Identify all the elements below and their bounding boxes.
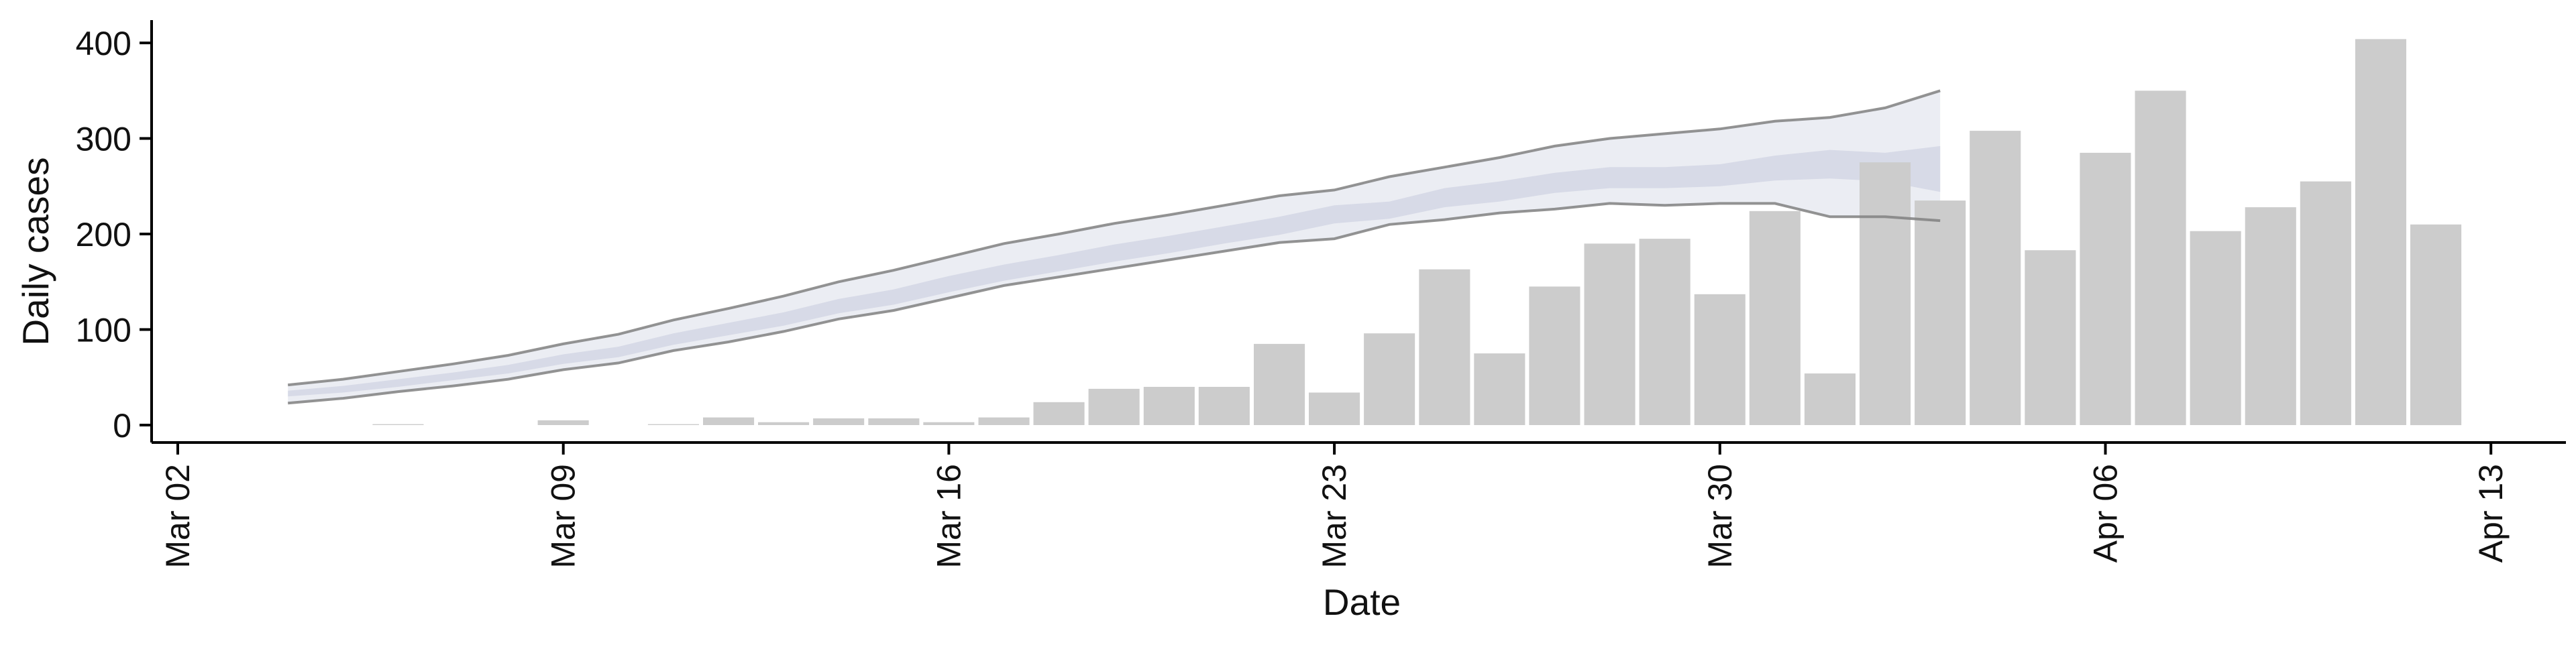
bar xyxy=(1915,200,1966,425)
bar xyxy=(1143,387,1195,425)
bar xyxy=(1804,373,1856,425)
bar xyxy=(703,417,755,425)
bar xyxy=(1970,131,2021,425)
x-tick-label: Apr 13 xyxy=(2472,464,2510,563)
bar xyxy=(1254,343,1305,425)
bar xyxy=(2135,91,2186,426)
x-axis-label: Date xyxy=(1323,581,1401,623)
x-tick-label: Apr 06 xyxy=(2087,464,2125,563)
bar xyxy=(647,424,699,425)
y-tick-label: 100 xyxy=(76,312,131,349)
bar xyxy=(1364,333,1415,425)
axes-layer xyxy=(150,20,2566,444)
y-tick-label: 200 xyxy=(76,216,131,253)
bars-layer xyxy=(372,39,2462,426)
bar xyxy=(2025,250,2076,425)
bar xyxy=(758,422,810,425)
bar xyxy=(813,418,865,425)
y-ticks: 0 100 200 300 400 xyxy=(76,25,152,445)
bar xyxy=(978,417,1030,425)
forecast-inner-band xyxy=(288,145,1941,397)
bar xyxy=(1198,387,1250,425)
x-ticks: Mar 02 Mar 09 Mar 16 Mar 23 Mar 30 Apr 06 Apr … xyxy=(159,443,2510,569)
bar xyxy=(1419,269,1470,425)
bar xyxy=(1309,392,1360,425)
x-tick-label: Mar 30 xyxy=(1701,464,1739,569)
lines-layer xyxy=(287,89,1941,405)
x-tick-label: Mar 02 xyxy=(159,464,197,569)
y-tick-label: 400 xyxy=(76,25,131,62)
bar xyxy=(1474,353,1525,425)
y-tick-label: 0 xyxy=(113,407,131,445)
y-axis-label: Daily cases xyxy=(15,157,56,345)
bar xyxy=(2245,207,2296,425)
bar xyxy=(923,422,975,425)
bar xyxy=(1033,402,1085,425)
bar xyxy=(2190,231,2241,425)
bar xyxy=(1694,294,1746,425)
bar xyxy=(1529,286,1580,425)
bar xyxy=(2300,181,2351,425)
y-tick-label: 300 xyxy=(76,121,131,158)
bar xyxy=(2355,39,2406,426)
forecast-lower-line xyxy=(288,202,1941,405)
bar xyxy=(2080,152,2131,425)
bar xyxy=(1749,211,1801,425)
bar xyxy=(1639,239,1690,425)
x-tick-label: Mar 23 xyxy=(1316,464,1353,569)
bar xyxy=(372,424,424,425)
x-tick-label: Mar 09 xyxy=(545,464,582,569)
forecast-upper-line xyxy=(287,89,1941,387)
bar xyxy=(1584,243,1635,426)
bar xyxy=(537,420,589,425)
bar xyxy=(1860,162,1911,425)
bar xyxy=(2410,224,2462,426)
x-tick-label: Mar 16 xyxy=(930,464,967,569)
bar xyxy=(868,418,920,425)
bar xyxy=(1088,388,1140,425)
bands-layer xyxy=(288,91,1941,404)
